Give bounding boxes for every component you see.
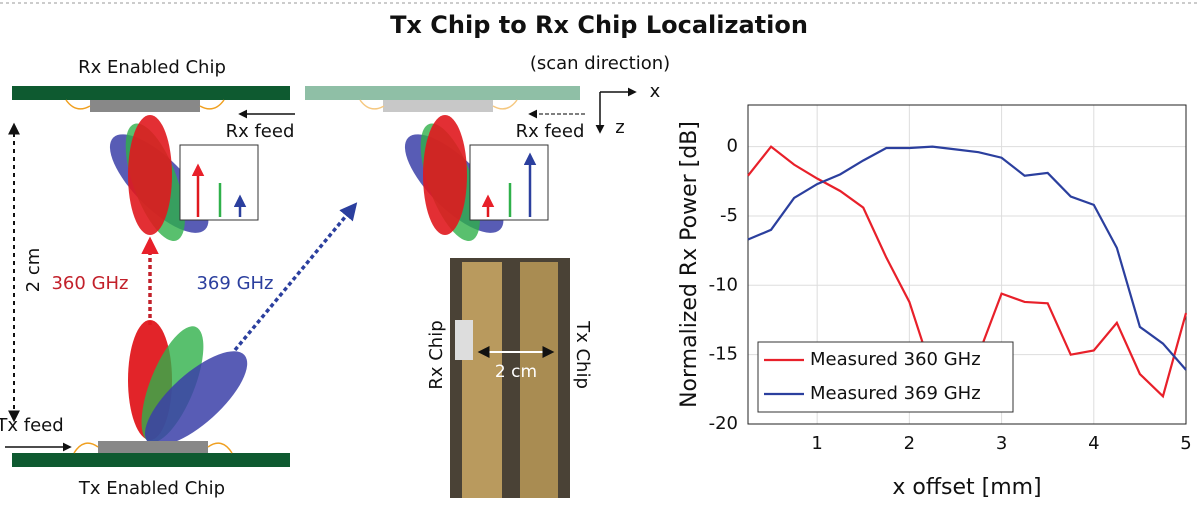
x-axis-label: x offset [mm]	[892, 475, 1041, 500]
line-series	[748, 147, 1186, 370]
x-tick-label: 3	[996, 433, 1007, 454]
tx-chip-label: Tx Enabled Chip	[78, 478, 225, 499]
tx-feed-label: Tx feed	[0, 415, 64, 436]
axis-z-label: z	[615, 117, 624, 138]
tx-chip-diagram	[5, 319, 290, 467]
figure: Tx Chip to Rx Chip Localization Rx Enabl…	[0, 0, 1198, 501]
chart: -20 -15 -10 -5 0 1 2 3 4 5 x offset [mm] Normalized…	[677, 105, 1192, 500]
rx-chip-diagram	[12, 86, 295, 248]
y-tick-label: -5	[720, 205, 738, 226]
freq-blue-label: 369 GHz	[196, 273, 273, 294]
scan-label: (scan direction)	[530, 53, 670, 74]
y-tick-label: -15	[709, 344, 738, 365]
y-axis-label: Normalized Rx Power [dB]	[677, 121, 702, 408]
y-tick-label: 0	[727, 136, 738, 157]
rx-chip-label: Rx Enabled Chip	[78, 57, 226, 78]
x-tick-label: 4	[1088, 433, 1099, 454]
legend-label: Measured 369 GHz	[810, 383, 981, 404]
rx-feed-label: Rx feed	[516, 121, 585, 142]
freq-red-label: 360 GHz	[51, 273, 128, 294]
axis-x-label: x	[650, 81, 661, 102]
photo-rx-label: Rx Chip	[426, 320, 447, 389]
title: Tx Chip to Rx Chip Localization	[390, 11, 808, 39]
rx-chip-scanned	[305, 86, 635, 248]
x-tick-label: 1	[811, 433, 822, 454]
photo-distance: 2 cm	[495, 362, 537, 382]
photo-tx-label: Tx Chip	[572, 320, 593, 389]
legend-label: Measured 360 GHz	[810, 349, 981, 370]
y-tick-label: -20	[709, 413, 738, 434]
distance-label: 2 cm	[23, 248, 44, 293]
x-tick-label: 2	[904, 433, 915, 454]
rx-feed-label: Rx feed	[226, 121, 295, 142]
y-tick-label: -10	[709, 274, 738, 295]
x-tick-label: 5	[1180, 433, 1191, 454]
